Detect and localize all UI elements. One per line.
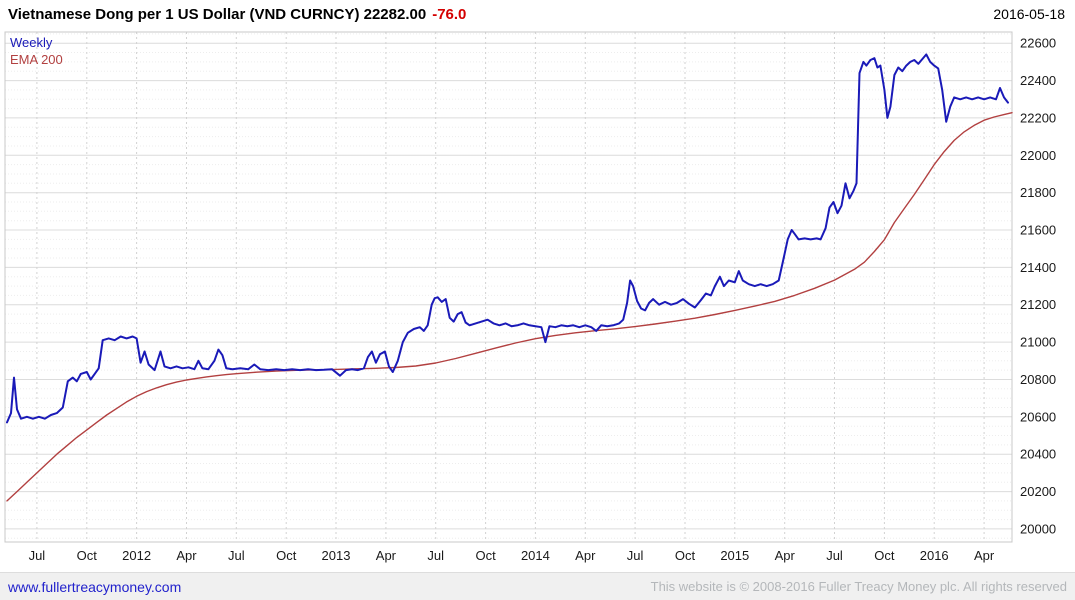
x-tick-label: Jul [427,548,444,563]
y-tick-label: 21600 [1020,223,1056,238]
x-tick-label: Apr [176,548,197,563]
chart-area: 20000 20200 20400 20600 20800 21000 21200 21400… [0,28,1075,572]
y-tick-label: 20400 [1020,447,1056,462]
x-tick-label: Oct [77,548,98,563]
page-title: Vietnamese Dong per 1 US Dollar (VND CUR… [8,6,466,23]
x-tick-label: 2014 [521,548,550,563]
x-tick-label: Apr [775,548,796,563]
y-tick-label: 21800 [1020,185,1056,200]
x-tick-label: Jul [826,548,843,563]
y-tick-label: 21000 [1020,335,1056,350]
x-tick-label: Jul [627,548,644,563]
x-tick-label: 2015 [720,548,749,563]
y-tick-label: 20800 [1020,372,1056,387]
page-footer: www.fullertreacymoney.com This website i… [0,572,1075,600]
x-tick-label: Oct [475,548,496,563]
plot-border [4,31,1013,543]
y-tick-label: 20000 [1020,521,1056,536]
x-tick-label: Oct [276,548,297,563]
x-tick-label: 2013 [322,548,351,563]
price-change: -76.0 [432,6,467,23]
x-tick-label: 2012 [122,548,151,563]
legend-ema-200: EMA 200 [10,52,63,67]
chart-date: 2016-05-18 [993,6,1065,22]
y-tick-label: 21200 [1020,297,1056,312]
y-tick-label: 22000 [1020,148,1056,163]
instrument-title: Vietnamese Dong per 1 US Dollar (VND CUR… [8,6,427,23]
legend-weekly: Weekly [10,35,53,50]
x-tick-label: Jul [228,548,245,563]
chart-legend: Weekly EMA 200 [10,34,63,68]
y-tick-label: 21400 [1020,260,1056,275]
footer-copyright: This website is © 2008-2016 Fuller Treac… [650,579,1067,594]
y-tick-label: 22600 [1020,36,1056,51]
x-tick-label: 2016 [920,548,949,563]
y-tick-label: 22200 [1020,110,1056,125]
x-tick-label: Oct [874,548,895,563]
y-tick-label: 20200 [1020,484,1056,499]
x-tick-label: Jul [29,548,46,563]
x-tick-label: Apr [376,548,397,563]
x-tick-label: Apr [575,548,596,563]
x-tick-label: Apr [974,548,995,563]
ema-line [6,111,1013,502]
y-tick-label: 22400 [1020,73,1056,88]
price-line [6,53,1009,424]
x-tick-label: Oct [675,548,696,563]
footer-link[interactable]: www.fullertreacymoney.com [8,578,182,595]
y-tick-label: 20600 [1020,409,1056,424]
price-chart: 20000 20200 20400 20600 20800 21000 21200 21400… [4,31,1056,563]
chart-header: Vietnamese Dong per 1 US Dollar (VND CUR… [0,0,1075,28]
